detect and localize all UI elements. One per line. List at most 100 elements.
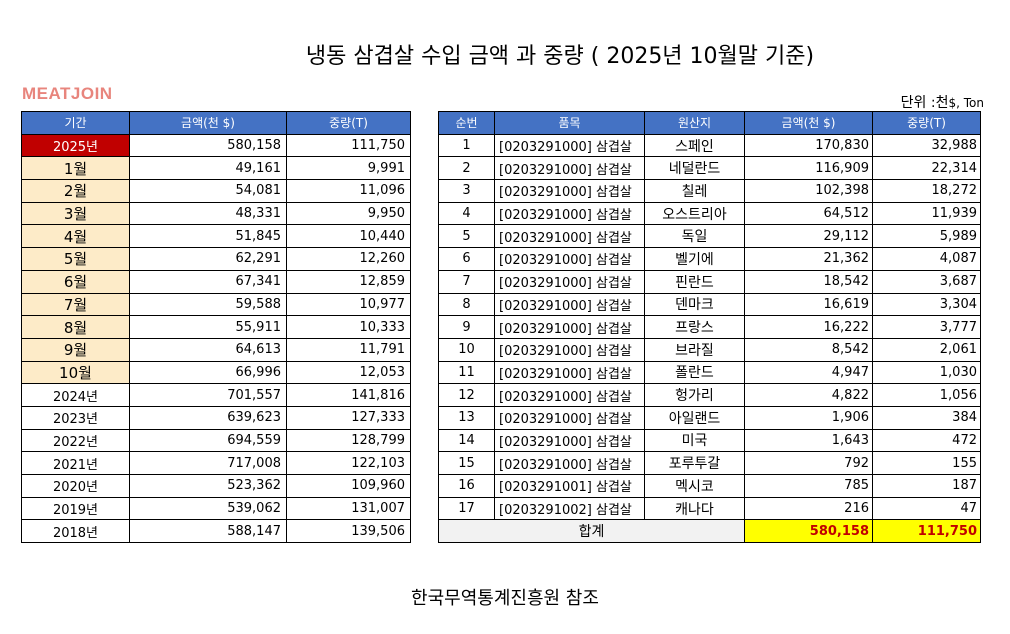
origin-cell: 아일랜드 — [644, 405, 745, 430]
item-cell: [0203291000] 삼겹살 — [494, 451, 645, 475]
table-row: 9월 64,613 11,791 — [21, 337, 411, 362]
table-row: 13 [0203291000] 삼겹살 아일랜드 1,906 384 — [438, 405, 981, 430]
table-row: 7 [0203291000] 삼겹살 핀란드 18,542 3,687 — [438, 269, 981, 294]
weight-cell: 12,260 — [286, 247, 411, 271]
amount-cell: 51,845 — [129, 224, 287, 249]
period-cell: 2018년 — [21, 519, 130, 544]
amount-cell: 67,341 — [129, 269, 287, 294]
table-row: 2월 54,081 11,096 — [21, 179, 411, 203]
header-no: 순번 — [438, 111, 495, 135]
origin-ranking-table: 순번 품목 원산지 금액(천 $) 중량(T) 1 [0203291000] 삼겹… — [438, 111, 981, 544]
period-cell: 10월 — [21, 360, 130, 385]
header-weight: 중량(T) — [286, 111, 411, 135]
amount-cell: 701,557 — [129, 383, 287, 407]
weight-cell: 3,687 — [872, 269, 981, 294]
table-header-row: 순번 품목 원산지 금액(천 $) 중량(T) — [438, 111, 981, 135]
weight-cell: 139,506 — [286, 519, 411, 544]
total-weight: 111,750 — [872, 519, 981, 544]
origin-cell: 폴란드 — [644, 360, 745, 385]
item-cell: [0203291000] 삼겹살 — [494, 247, 645, 271]
rank-cell: 14 — [438, 428, 495, 453]
origin-cell: 프랑스 — [644, 315, 745, 339]
amount-cell: 64,512 — [744, 201, 873, 226]
rank-cell: 6 — [438, 247, 495, 271]
weight-cell: 128,799 — [286, 428, 411, 453]
rank-cell: 4 — [438, 201, 495, 226]
item-cell: [0203291000] 삼겹살 — [494, 133, 645, 158]
amount-cell: 539,062 — [129, 496, 287, 521]
weight-cell: 187 — [872, 474, 981, 498]
rank-cell: 9 — [438, 315, 495, 339]
amount-cell: 639,623 — [129, 405, 287, 430]
weight-cell: 127,333 — [286, 405, 411, 430]
rank-cell: 13 — [438, 405, 495, 430]
table-row: 2025년 580,158 111,750 — [21, 133, 411, 158]
item-cell: [0203291001] 삼겹살 — [494, 474, 645, 498]
weight-cell: 22,314 — [872, 156, 981, 181]
table-row: 11 [0203291000] 삼겹살 폴란드 4,947 1,030 — [438, 360, 981, 385]
table-row: 4 [0203291000] 삼겹살 오스트리아 64,512 11,939 — [438, 201, 981, 226]
period-cell: 4월 — [21, 224, 130, 249]
header-period: 기간 — [21, 111, 130, 135]
table-row: 10월 66,996 12,053 — [21, 360, 411, 385]
item-cell: [0203291000] 삼겹살 — [494, 292, 645, 317]
amount-cell: 21,362 — [744, 247, 873, 271]
weight-cell: 111,750 — [286, 133, 411, 158]
period-cell: 6월 — [21, 269, 130, 294]
header-item: 품목 — [494, 111, 645, 135]
weight-cell: 155 — [872, 451, 981, 475]
unit-sub: $, Ton — [948, 96, 984, 110]
item-cell: [0203291000] 삼겹살 — [494, 428, 645, 453]
amount-cell: 580,158 — [129, 133, 287, 158]
weight-cell: 1,030 — [872, 360, 981, 385]
table-row: 2 [0203291000] 삼겹살 네덜란드 116,909 22,314 — [438, 156, 981, 181]
weight-cell: 9,991 — [286, 156, 411, 181]
weight-cell: 141,816 — [286, 383, 411, 407]
table-row: 8월 55,911 10,333 — [21, 315, 411, 339]
table-row: 10 [0203291000] 삼겹살 브라질 8,542 2,061 — [438, 337, 981, 362]
item-cell: [0203291000] 삼겹살 — [494, 224, 645, 249]
origin-cell: 스페인 — [644, 133, 745, 158]
amount-cell: 216 — [744, 496, 873, 521]
table-row: 5월 62,291 12,260 — [21, 247, 411, 271]
item-cell: [0203291000] 삼겹살 — [494, 201, 645, 226]
table-row: 2022년 694,559 128,799 — [21, 428, 411, 453]
amount-cell: 4,822 — [744, 383, 873, 407]
amount-cell: 59,588 — [129, 292, 287, 317]
total-label: 합계 — [438, 519, 745, 544]
header-amount: 금액(천 $) — [129, 111, 287, 135]
table-row: 2023년 639,623 127,333 — [21, 405, 411, 430]
weight-cell: 131,007 — [286, 496, 411, 521]
item-cell: [0203291000] 삼겹살 — [494, 337, 645, 362]
weight-cell: 12,053 — [286, 360, 411, 385]
total-amount: 580,158 — [744, 519, 873, 544]
weight-cell: 10,977 — [286, 292, 411, 317]
unit-main: 단위 :천 — [900, 95, 949, 111]
table-row: 2018년 588,147 139,506 — [21, 519, 411, 544]
table-row: 3 [0203291000] 삼겹살 칠레 102,398 18,272 — [438, 179, 981, 203]
origin-cell: 오스트리아 — [644, 201, 745, 226]
table-row: 7월 59,588 10,977 — [21, 292, 411, 317]
total-row: 합계 580,158 111,750 — [438, 519, 981, 544]
origin-cell: 독일 — [644, 224, 745, 249]
table-row: 16 [0203291001] 삼겹살 멕시코 785 187 — [438, 474, 981, 498]
item-cell: [0203291000] 삼겹살 — [494, 360, 645, 385]
table-row: 2024년 701,557 141,816 — [21, 383, 411, 407]
origin-cell: 벨기에 — [644, 247, 745, 271]
period-cell: 2020년 — [21, 474, 130, 498]
amount-cell: 116,909 — [744, 156, 873, 181]
amount-cell: 694,559 — [129, 428, 287, 453]
weight-cell: 472 — [872, 428, 981, 453]
header-weight: 중량(T) — [872, 111, 981, 135]
rank-cell: 17 — [438, 496, 495, 521]
origin-cell: 칠레 — [644, 179, 745, 203]
item-cell: [0203291002] 삼겹살 — [494, 496, 645, 521]
origin-cell: 헝가리 — [644, 383, 745, 407]
table-row: 14 [0203291000] 삼겹살 미국 1,643 472 — [438, 428, 981, 453]
weight-cell: 3,304 — [872, 292, 981, 317]
period-cell: 8월 — [21, 315, 130, 339]
page-title: 냉동 삼겹살 수입 금액 과 중량 ( 2025년 10월말 기준) — [305, 44, 815, 69]
amount-cell: 16,222 — [744, 315, 873, 339]
table-row: 6 [0203291000] 삼겹살 벨기에 21,362 4,087 — [438, 247, 981, 271]
period-cell: 2022년 — [21, 428, 130, 453]
